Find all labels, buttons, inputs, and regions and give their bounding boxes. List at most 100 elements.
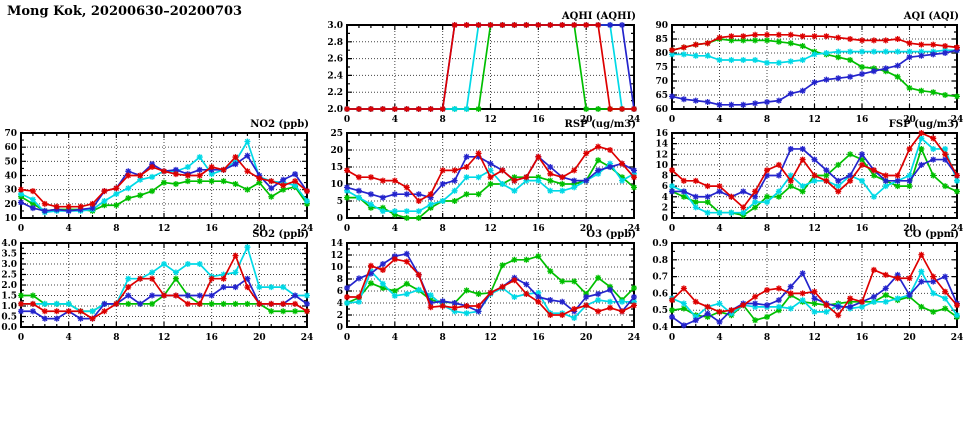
svg-text:50: 50: [4, 157, 17, 167]
chart-co: CO (ppm) 0.4 0.5 0.6 0.7 0.8 0.9 0 4 8 12 16 20 24: [652, 229, 963, 343]
svg-text:1.0: 1.0: [1, 302, 17, 312]
svg-text:2.8: 2.8: [327, 38, 343, 48]
svg-text:16: 16: [856, 224, 869, 234]
svg-text:70: 70: [655, 77, 668, 87]
svg-text:16: 16: [532, 115, 545, 125]
svg-text:8: 8: [764, 224, 770, 234]
svg-text:5: 5: [337, 197, 343, 207]
svg-text:3.0: 3.0: [327, 21, 343, 31]
chart-title-aqi: AQI (AQI): [903, 11, 959, 22]
svg-text:20: 20: [903, 224, 916, 234]
svg-text:4: 4: [392, 224, 398, 234]
svg-text:20: 20: [253, 224, 266, 234]
svg-text:20: 20: [580, 333, 593, 343]
rsp-plot: 0 5 10 15 20 25 0 4 8 12 16 20 24: [330, 129, 641, 234]
svg-text:40: 40: [4, 172, 17, 182]
svg-text:0: 0: [18, 224, 24, 234]
svg-text:70: 70: [4, 129, 17, 139]
svg-text:65: 65: [655, 91, 668, 101]
svg-text:75: 75: [655, 63, 668, 73]
svg-text:60: 60: [4, 143, 17, 153]
svg-text:0.5: 0.5: [652, 306, 668, 316]
svg-text:8: 8: [113, 224, 119, 234]
so2-plot: 0.00.51.01.52.02.53.03.54.0 0 4 8 12 16 20 24: [1, 239, 314, 343]
svg-text:4: 4: [337, 299, 343, 309]
svg-text:4: 4: [716, 115, 722, 125]
svg-text:25: 25: [330, 129, 343, 139]
svg-text:3.5: 3.5: [1, 250, 17, 260]
svg-text:8: 8: [764, 333, 770, 343]
chart-title-no2: NO2 (ppb): [250, 119, 309, 130]
svg-text:4.0: 4.0: [1, 239, 17, 249]
chart-no2: NO2 (ppb) 10 20 30 40 50 60 70 0 4 8 12 16 20 24: [4, 119, 313, 234]
svg-text:0: 0: [337, 214, 343, 224]
svg-text:2.6: 2.6: [327, 55, 343, 65]
svg-text:20: 20: [253, 333, 266, 343]
svg-text:12: 12: [808, 224, 821, 234]
svg-text:8: 8: [440, 224, 446, 234]
svg-text:60: 60: [655, 105, 668, 115]
svg-text:4: 4: [716, 333, 722, 343]
svg-text:24: 24: [628, 115, 641, 125]
svg-text:85: 85: [655, 35, 668, 45]
svg-text:90: 90: [655, 21, 668, 31]
svg-text:6: 6: [337, 287, 343, 297]
chart-title-aqhi: AQHI (AQHI): [561, 11, 636, 22]
svg-text:0: 0: [669, 224, 675, 234]
svg-text:12: 12: [484, 333, 497, 343]
chart-title-o3: O3 (ppb): [586, 229, 636, 240]
svg-text:20: 20: [903, 333, 916, 343]
svg-text:12: 12: [158, 224, 171, 234]
chart-fsp: FSP (ug/m3) 0 2 4 6 8 10 12 14 16 0 4 8 12 16 20 24: [655, 119, 963, 234]
svg-text:2.2: 2.2: [327, 88, 343, 98]
svg-text:3.0: 3.0: [1, 260, 17, 270]
svg-text:12: 12: [808, 333, 821, 343]
svg-text:8: 8: [113, 333, 119, 343]
svg-text:2.5: 2.5: [1, 271, 17, 281]
svg-text:12: 12: [158, 333, 171, 343]
svg-text:16: 16: [205, 333, 218, 343]
svg-text:0: 0: [669, 115, 675, 125]
svg-text:24: 24: [628, 224, 641, 234]
svg-text:4: 4: [392, 115, 398, 125]
svg-text:10: 10: [655, 161, 668, 171]
svg-text:6: 6: [662, 182, 668, 192]
page-title: Mong Kok, 20200630–20200703: [7, 4, 243, 19]
svg-text:20: 20: [903, 115, 916, 125]
svg-text:12: 12: [484, 224, 497, 234]
svg-text:0: 0: [344, 115, 350, 125]
svg-text:10: 10: [330, 263, 343, 273]
svg-text:12: 12: [484, 115, 497, 125]
svg-text:0.6: 0.6: [652, 289, 668, 299]
svg-text:16: 16: [856, 333, 869, 343]
svg-text:4: 4: [662, 193, 668, 203]
svg-text:24: 24: [301, 333, 314, 343]
svg-text:12: 12: [330, 251, 343, 261]
svg-text:2.4: 2.4: [327, 71, 343, 81]
chart-aqhi: AQHI (AQHI) 2.0 2.2 2.4 2.6 2.8 3.0 0 4 8 12 16 20 24: [327, 11, 640, 125]
svg-text:12: 12: [655, 150, 668, 160]
svg-text:2: 2: [337, 311, 343, 321]
svg-text:20: 20: [580, 115, 593, 125]
svg-text:24: 24: [951, 224, 964, 234]
no2-plot: 10 20 30 40 50 60 70 0 4 8 12 16 20 24: [4, 129, 313, 234]
chart-title-so2: SO2 (ppb): [252, 229, 309, 240]
chart-o3: O3 (ppb) 0 2 4 6 8 10 12 14 0 4 8 12 16 20 24: [330, 229, 640, 343]
svg-text:0.8: 0.8: [652, 256, 668, 266]
svg-text:16: 16: [532, 224, 545, 234]
svg-text:8: 8: [440, 333, 446, 343]
svg-text:20: 20: [330, 146, 343, 156]
svg-text:8: 8: [662, 172, 668, 182]
svg-text:10: 10: [4, 214, 17, 224]
svg-text:0: 0: [18, 333, 24, 343]
aqi-plot: 60 65 70 75 80 85 90 0 4 8 12 16 20 24: [655, 21, 963, 125]
svg-text:0: 0: [662, 214, 668, 224]
svg-text:16: 16: [856, 115, 869, 125]
svg-text:14: 14: [655, 140, 668, 150]
svg-text:0.7: 0.7: [652, 273, 668, 283]
chart-rsp: RSP (ug/m3) 0 5 10 15 20 25 0 4 8 12 16 20 24: [330, 119, 640, 234]
svg-text:20: 20: [4, 200, 17, 210]
svg-text:16: 16: [655, 129, 668, 139]
